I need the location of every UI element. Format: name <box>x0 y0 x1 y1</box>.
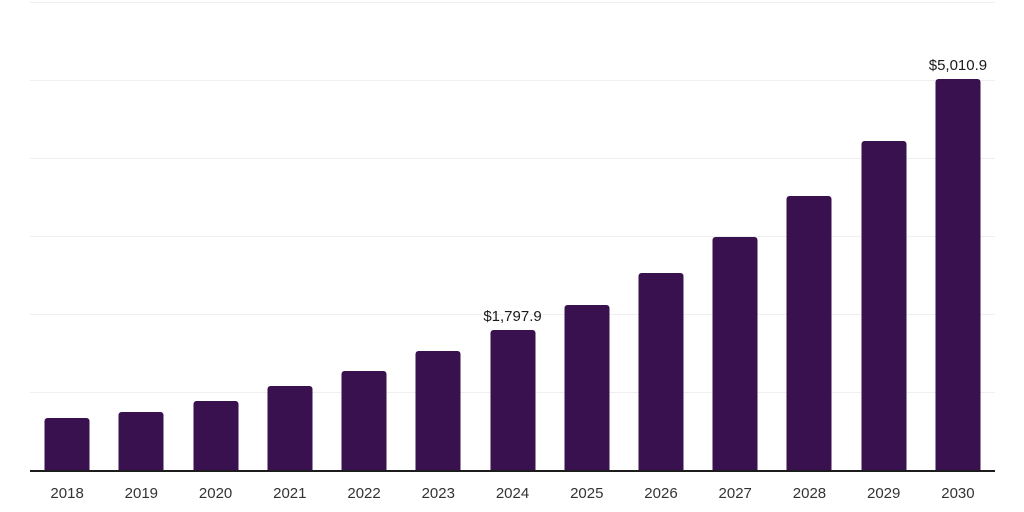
bar-cell-2026 <box>624 0 698 470</box>
x-tick-label-2026: 2026 <box>644 485 678 502</box>
bar-cell-2022 <box>327 0 401 470</box>
gridline <box>30 314 995 315</box>
data-label-2024: $1,797.9 <box>483 307 542 325</box>
x-tick-label-2030: 2030 <box>941 485 975 502</box>
bar-cell-2021 <box>253 0 327 470</box>
bar-2025 <box>564 305 610 470</box>
bar-2027 <box>712 237 758 470</box>
x-axis-tick-labels: 2018 2019 2020 2021 2022 2023 2024 2025 2026 2027… <box>30 484 995 503</box>
data-label-2030: $5,010.9 <box>928 57 988 75</box>
x-tick-label-2018: 2018 <box>50 485 84 502</box>
bar-2022 <box>341 371 387 470</box>
bar-2024 <box>490 329 536 470</box>
bar-cell-2018 <box>30 0 104 470</box>
bar-cell-2019 <box>104 0 178 470</box>
x-tick-label-2022: 2022 <box>347 485 381 502</box>
bar-2023 <box>415 351 461 470</box>
bar-2028 <box>786 195 832 470</box>
bar-cell-2030: $5,010.9 <box>921 0 995 470</box>
bar-2026 <box>638 273 684 470</box>
bar-2021 <box>267 385 313 470</box>
bar-2019 <box>118 411 164 470</box>
x-tick-label-2027: 2027 <box>718 485 752 502</box>
x-tick-label-2019: 2019 <box>124 485 159 502</box>
x-tick-label-2024: 2024 <box>495 485 530 502</box>
bar-cell-2024: $1,797.9 <box>475 0 549 470</box>
x-tick-label-2023: 2023 <box>421 485 455 502</box>
x-axis-line <box>30 470 995 472</box>
bar-cell-2027 <box>698 0 772 470</box>
gridline <box>30 2 995 3</box>
bars-container: $1,797.9 $5,010.9 <box>30 0 995 470</box>
bar-2030 <box>935 79 981 470</box>
bar-cell-2029 <box>847 0 921 470</box>
gridline <box>30 80 995 81</box>
bar-2020 <box>193 401 239 470</box>
bar-cell-2028 <box>772 0 846 470</box>
bar-cell-2020 <box>178 0 252 470</box>
bar-cell-2023 <box>401 0 475 470</box>
x-tick-label-2020: 2020 <box>198 485 233 502</box>
gridline <box>30 236 995 237</box>
x-tick-label-2025: 2025 <box>570 485 604 502</box>
gridline <box>30 158 995 159</box>
bar-cell-2025 <box>550 0 624 470</box>
x-tick-label-2028: 2028 <box>792 485 827 502</box>
bar-2018 <box>44 418 90 470</box>
bar-2029 <box>861 140 907 470</box>
x-tick-label-2021: 2021 <box>273 485 307 502</box>
x-tick-label-2029: 2029 <box>867 485 901 502</box>
